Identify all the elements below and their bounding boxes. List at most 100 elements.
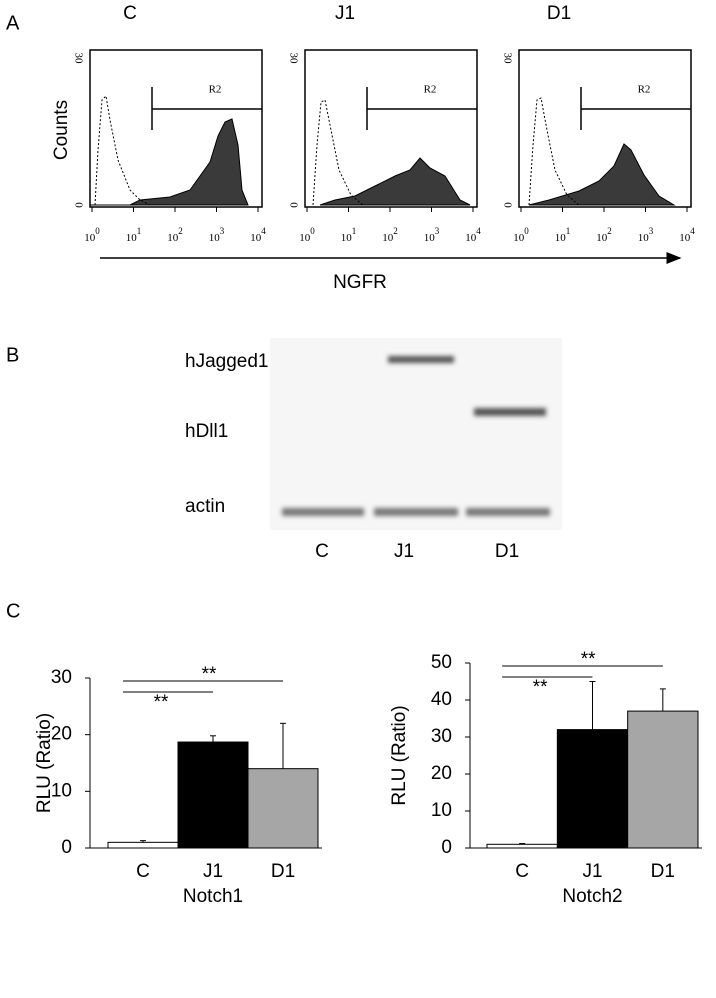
tick-base: 10 [250, 232, 262, 244]
panel-title: D1 [547, 3, 571, 24]
tick-base: 10 [341, 232, 353, 244]
x-tick-label: 102 [596, 226, 612, 243]
x-tick-label: 101 [555, 226, 571, 243]
bar [556, 729, 629, 849]
x-tick-label: J1 [203, 861, 223, 882]
tick-exp: 2 [393, 226, 398, 236]
histogram-fill [90, 118, 249, 206]
tick-base: 10 [555, 232, 567, 244]
x-axis-label: Notch2 [562, 886, 622, 907]
x-tick-label: 104 [250, 226, 266, 243]
tick-base: 10 [126, 232, 138, 244]
y-tick-label: 30 [431, 726, 452, 747]
tick-base: 10 [679, 232, 691, 244]
tick-exp: 0 [95, 226, 100, 236]
band [282, 508, 364, 516]
y-tick-label: 50 [431, 652, 452, 673]
bar [627, 710, 699, 849]
y-tick-label: 10 [51, 780, 72, 801]
significance-label: ** [202, 664, 217, 685]
tick-base: 10 [209, 232, 221, 244]
histogram-fill [319, 157, 471, 206]
row-label: hJagged1 [185, 351, 268, 372]
x-tick-label: C [136, 861, 150, 882]
bar [177, 741, 249, 849]
x-tick-label: 103 [209, 226, 225, 243]
tick-exp: 1 [566, 226, 571, 236]
x-tick-label: 102 [167, 226, 183, 243]
tick-base: 10 [84, 232, 96, 244]
significance-label: ** [533, 677, 548, 698]
tick-exp: 0 [524, 226, 529, 236]
lane-label: D1 [495, 541, 519, 562]
bar [486, 843, 558, 849]
histogram-fill [528, 143, 676, 206]
tick-exp: 3 [220, 226, 225, 236]
panel-title: J1 [335, 3, 355, 24]
tick-exp: 1 [137, 226, 142, 236]
panel-label: B [6, 344, 19, 366]
y-axis-label: RLU (Ratio) [389, 705, 410, 805]
lane-label: J1 [394, 541, 414, 562]
y-tick-label: 0 [61, 837, 72, 858]
histogram-control [312, 99, 364, 206]
tick-base: 10 [299, 232, 311, 244]
y-axis-label: RLU (Ratio) [34, 713, 55, 813]
tick-base: 10 [382, 232, 394, 244]
tick-exp: 4 [690, 226, 695, 236]
panel-label: C [6, 600, 20, 622]
row-label: hDll1 [185, 421, 228, 442]
y-tick-label: 30 [287, 53, 299, 65]
band [474, 408, 546, 416]
x-tick-label: 102 [382, 226, 398, 243]
x-axis-label: Notch1 [183, 886, 243, 907]
x-tick-label: 101 [341, 226, 357, 243]
plot-frame [304, 49, 478, 208]
x-tick-label: D1 [271, 861, 295, 882]
x-tick-label: 100 [299, 226, 315, 243]
panel-title: C [123, 3, 137, 24]
band [466, 508, 550, 516]
tick-base: 10 [167, 232, 179, 244]
significance-label: ** [154, 692, 169, 713]
y-tick-label: 0 [441, 837, 452, 858]
y-tick-label: 10 [431, 800, 452, 821]
y-tick-label: 30 [72, 53, 84, 65]
tick-base: 10 [424, 232, 436, 244]
row-label: actin [185, 496, 225, 517]
x-tick-label: J1 [582, 861, 602, 882]
tick-base: 10 [465, 232, 477, 244]
blot-membrane [270, 338, 562, 530]
x-tick-label: 104 [465, 226, 481, 243]
y-tick-label: 20 [431, 763, 452, 784]
histogram-control [94, 94, 151, 206]
plot-frame [518, 49, 692, 208]
tick-exp: 1 [352, 226, 357, 236]
lane-label: C [315, 541, 329, 562]
band [374, 508, 458, 516]
x-tick-label: D1 [651, 861, 675, 882]
tick-exp: 4 [476, 226, 481, 236]
y-tick-label: 0 [72, 202, 84, 208]
gate-label: R2 [638, 84, 651, 96]
histogram-control [528, 97, 580, 206]
tick-exp: 3 [435, 226, 440, 236]
tick-base: 10 [638, 232, 650, 244]
tick-exp: 0 [310, 226, 315, 236]
tick-exp: 2 [178, 226, 183, 236]
panel-label: A [6, 12, 20, 34]
significance-label: ** [581, 649, 596, 670]
tick-exp: 2 [607, 226, 612, 236]
x-tick-label: 100 [513, 226, 529, 243]
band [388, 356, 454, 363]
bar [107, 841, 179, 849]
x-axis-label: NGFR [333, 272, 387, 293]
x-tick-label: C [515, 861, 529, 882]
bar [247, 768, 319, 849]
tick-base: 10 [596, 232, 608, 244]
y-tick-label: 30 [501, 53, 513, 65]
x-tick-label: 104 [679, 226, 695, 243]
